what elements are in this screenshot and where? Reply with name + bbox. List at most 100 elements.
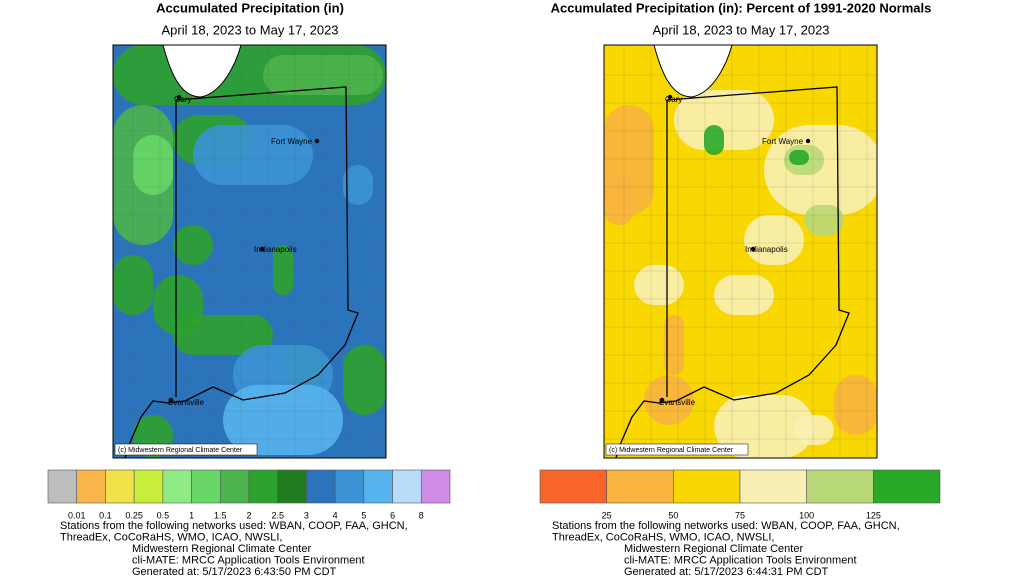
legend-swatch [47,469,78,504]
map-region [343,345,386,415]
map-region [133,135,173,195]
legend-swatch [392,469,422,504]
city-label: Evansville [659,398,696,407]
legend-label: 0.25 [125,510,143,520]
map: Gary Fort Wayne Indianapolis Evansville (c) … [603,44,878,459]
map-region [343,165,373,205]
map-region [173,225,213,265]
footer-line: Generated at: 5/17/2023 6:43:50 PM CDT [132,566,337,576]
legend-swatch [219,469,250,504]
map-frame [112,44,387,459]
legend-swatch [133,469,164,504]
city-label: Gary [665,95,682,104]
city-label: Fort Wayne [762,137,804,146]
map-region [674,90,774,150]
map-region [704,125,724,155]
credit-box [114,443,258,456]
county-lines [113,45,386,458]
city-dot [667,94,673,100]
lake-michigan [162,45,242,98]
map-region [714,395,814,458]
map-region [789,150,809,165]
map-region [634,265,684,305]
city-label: Gary [174,95,191,104]
credit: (c) Midwestern Regional Climate Center [118,447,243,454]
legend-swatch [420,469,451,504]
legend-swatch [277,469,307,504]
legend-swatch [162,469,192,504]
map-region [714,275,774,315]
city-dot [259,246,265,252]
legend-label: 5 [361,510,366,520]
legend-label: 2 [246,510,251,520]
legend-label: 0.01 [68,510,86,520]
legend-label: 25 [602,510,612,520]
map-region [794,415,834,445]
map-region [744,215,804,265]
legend-swatch [606,469,674,504]
map-region [804,205,844,235]
city-dot [750,246,756,252]
legend-swatch [306,469,336,504]
legend-label: 125 [866,510,881,520]
city-label: Indianapolis [745,245,788,254]
county-lines [604,45,877,458]
legend-label: 2.5 [271,510,284,520]
legend-swatch [76,469,106,504]
map-region [604,175,634,225]
footer-line: cli-MATE: MRCC Application Tools Environ… [132,554,365,566]
map-region [193,125,313,185]
legend-label: 1.5 [214,510,227,520]
credit: (c) Midwestern Regional Climate Center [609,447,734,454]
footer-line: Midwestern Regional Climate Center [624,543,803,555]
city-dot [805,138,811,144]
legend-label: 0.1 [99,510,112,520]
panel-title: Accumulated Precipitation (in) [156,0,344,15]
map-region [173,315,273,355]
lake-michigan [653,45,733,98]
map-region [263,55,383,95]
legend-swatch [539,469,607,504]
legend-label: 50 [668,510,678,520]
legend-swatch [105,469,135,504]
map-region [273,245,293,295]
footer-line: ThreadEx, CoCoRaHS, WMO, ICAO, NWSLI, [60,531,283,543]
legend-label: 6 [390,510,395,520]
legend-swatch [248,469,279,504]
city-label: Indianapolis [254,245,297,254]
city-dot [168,397,174,403]
state-outline [615,86,850,458]
state-outline [124,86,359,458]
panel-subtitle: April 18, 2023 to May 17, 2023 [161,22,338,37]
map-region [834,375,877,435]
footer-line: Generated at: 5/17/2023 6:44:31 PM CDT [624,566,829,576]
footer-line: Midwestern Regional Climate Center [132,543,311,555]
panel-subtitle: April 18, 2023 to May 17, 2023 [652,22,829,37]
credit-box [605,443,749,456]
city-dot [659,397,665,403]
footer-line: cli-MATE: MRCC Application Tools Environ… [624,554,857,566]
map-body [604,45,877,458]
legend-swatch [191,469,221,504]
map-frame [603,44,878,459]
city-label: Evansville [168,398,205,407]
map: Gary Fort Wayne Indianapolis Evansville (c) … [112,44,387,459]
city-label: Fort Wayne [271,137,313,146]
legend-swatch [873,469,941,504]
city-dot [314,138,320,144]
map-region [223,385,343,455]
legend-swatch [334,469,365,504]
legend-label: 8 [419,510,424,520]
legend-swatch [673,469,741,504]
footer-line: Stations from the following networks use… [60,520,408,532]
footer-line: Stations from the following networks use… [552,520,900,532]
city-dot [176,94,182,100]
footer-line: ThreadEx, CoCoRaHS, WMO, ICAO, NWSLI, [552,531,775,543]
legend-label: 75 [735,510,745,520]
legend-swatch [739,469,807,504]
map-region [644,375,694,425]
legend-swatch [806,469,874,504]
legend-swatch [363,469,393,504]
map-body [113,45,386,458]
